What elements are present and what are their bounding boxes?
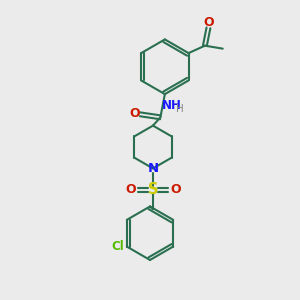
Text: H: H [176,104,184,114]
Text: O: O [204,16,214,29]
Text: N: N [147,162,158,175]
Text: O: O [125,183,136,196]
Text: NH: NH [162,99,182,112]
Text: Cl: Cl [112,240,124,253]
Text: S: S [148,182,158,197]
Text: O: O [170,183,181,196]
Text: O: O [130,107,140,120]
